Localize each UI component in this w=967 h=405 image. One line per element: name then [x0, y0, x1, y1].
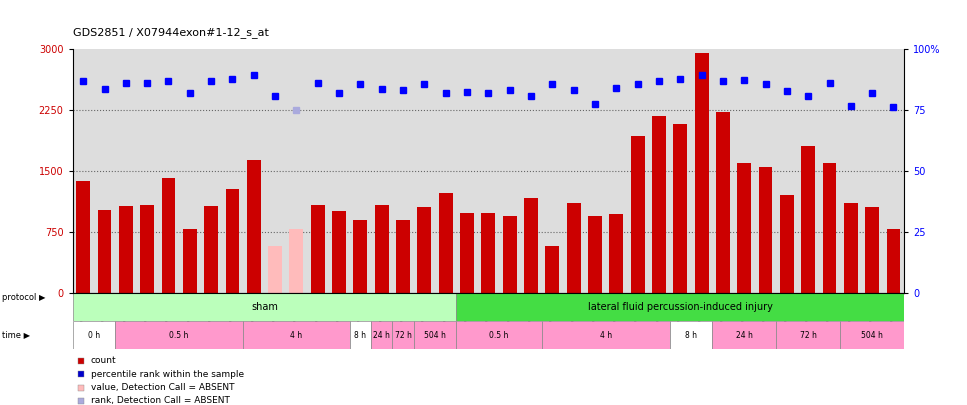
Bar: [183, 228, 196, 293]
Text: 72 h: 72 h: [395, 330, 412, 340]
Text: 0.5 h: 0.5 h: [169, 330, 189, 340]
Bar: [673, 124, 688, 293]
Bar: [354, 220, 367, 293]
Bar: [310, 205, 325, 293]
Bar: [460, 213, 474, 293]
Bar: [98, 210, 111, 293]
Bar: [737, 162, 751, 293]
Bar: [669, 321, 713, 349]
Bar: [503, 215, 516, 293]
Bar: [759, 167, 773, 293]
Bar: [780, 195, 794, 293]
Bar: [802, 146, 815, 293]
Bar: [652, 116, 666, 293]
Text: GDS2851 / X07944exon#1-12_s_at: GDS2851 / X07944exon#1-12_s_at: [73, 28, 269, 38]
Text: rank, Detection Call = ABSENT: rank, Detection Call = ABSENT: [91, 396, 230, 405]
Bar: [393, 321, 414, 349]
Text: 4 h: 4 h: [600, 330, 612, 340]
Bar: [456, 321, 542, 349]
Text: 0 h: 0 h: [88, 330, 100, 340]
Bar: [456, 293, 904, 321]
Bar: [204, 206, 219, 293]
Text: time ▶: time ▶: [2, 330, 30, 339]
Bar: [350, 321, 371, 349]
Bar: [73, 321, 115, 349]
Text: value, Detection Call = ABSENT: value, Detection Call = ABSENT: [91, 383, 234, 392]
Bar: [76, 181, 90, 293]
Text: 24 h: 24 h: [736, 330, 752, 340]
Text: 504 h: 504 h: [862, 330, 883, 340]
Bar: [243, 321, 350, 349]
Bar: [225, 189, 240, 293]
Bar: [414, 321, 456, 349]
Bar: [887, 229, 900, 293]
Text: 0.5 h: 0.5 h: [489, 330, 509, 340]
Text: count: count: [91, 356, 116, 365]
Bar: [844, 203, 858, 293]
Bar: [332, 211, 346, 293]
Bar: [716, 112, 730, 293]
Bar: [840, 321, 904, 349]
Bar: [119, 206, 132, 293]
Text: percentile rank within the sample: percentile rank within the sample: [91, 370, 244, 379]
Text: 24 h: 24 h: [373, 330, 390, 340]
Bar: [439, 193, 453, 293]
Bar: [371, 321, 393, 349]
Text: lateral fluid percussion-induced injury: lateral fluid percussion-induced injury: [588, 302, 773, 312]
Bar: [524, 198, 538, 293]
Bar: [588, 215, 601, 293]
Text: 8 h: 8 h: [354, 330, 366, 340]
Text: 4 h: 4 h: [290, 330, 303, 340]
Bar: [375, 205, 389, 293]
Bar: [247, 160, 261, 293]
Bar: [823, 162, 836, 293]
Bar: [865, 207, 879, 293]
Text: 72 h: 72 h: [800, 330, 816, 340]
Bar: [396, 220, 410, 293]
Bar: [694, 53, 709, 293]
Text: 504 h: 504 h: [425, 330, 446, 340]
Text: 8 h: 8 h: [685, 330, 697, 340]
Bar: [542, 321, 669, 349]
Bar: [482, 213, 495, 293]
Bar: [115, 321, 243, 349]
Bar: [161, 178, 175, 293]
Bar: [630, 136, 645, 293]
Bar: [545, 247, 559, 293]
Bar: [289, 228, 304, 293]
Text: sham: sham: [251, 302, 278, 312]
Bar: [268, 246, 282, 293]
Bar: [140, 205, 154, 293]
Text: protocol ▶: protocol ▶: [2, 293, 45, 302]
Bar: [713, 321, 777, 349]
Bar: [73, 293, 456, 321]
Bar: [609, 214, 623, 293]
Bar: [418, 207, 431, 293]
Bar: [777, 321, 840, 349]
Bar: [567, 203, 580, 293]
